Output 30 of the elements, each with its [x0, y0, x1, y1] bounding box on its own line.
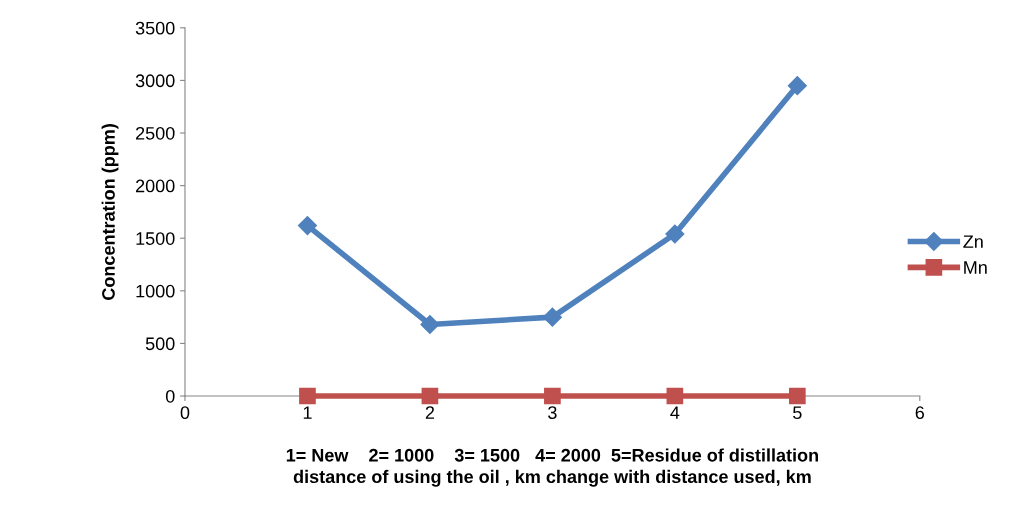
text: 1= New 2= 1000 3= 1500 4= 2000 5=Residue of distillation [286, 448, 818, 462]
point [542, 307, 562, 327]
point [788, 387, 806, 405]
x-axis-title: distance of using the oil , km change with distance used, km [293, 469, 811, 487]
point [421, 387, 439, 405]
point [544, 387, 561, 405]
y-tick-label: 0 [165, 389, 175, 403]
point [297, 216, 317, 236]
y-tick-label: 3500 [135, 21, 175, 35]
legend-label: Mn [964, 261, 987, 274]
y-tick-label: 1000 [136, 284, 175, 298]
y-tick-label: 2000 [136, 179, 175, 193]
point [299, 387, 316, 405]
x-tick-label: 6 [915, 406, 925, 420]
x-tick-label: 1 [303, 406, 312, 419]
point [665, 224, 685, 244]
point [420, 314, 440, 335]
x-tick-label: 0 [180, 406, 190, 420]
x-tick-label: 3 [548, 406, 557, 420]
point [787, 76, 807, 96]
y-axis-title: Concentration (ppm) [101, 124, 119, 300]
y-tick-label: 2500 [136, 126, 175, 140]
y-tick-label: 3000 [135, 74, 175, 88]
x-tick-label: 4 [670, 406, 680, 419]
point [666, 387, 684, 405]
y-tick-label: 1500 [136, 232, 175, 245]
legend-label: Zn [963, 235, 983, 248]
y-tick-label: 500 [145, 337, 175, 351]
x-tick-label: 5 [793, 406, 802, 420]
x-tick-label: 2 [425, 406, 435, 419]
